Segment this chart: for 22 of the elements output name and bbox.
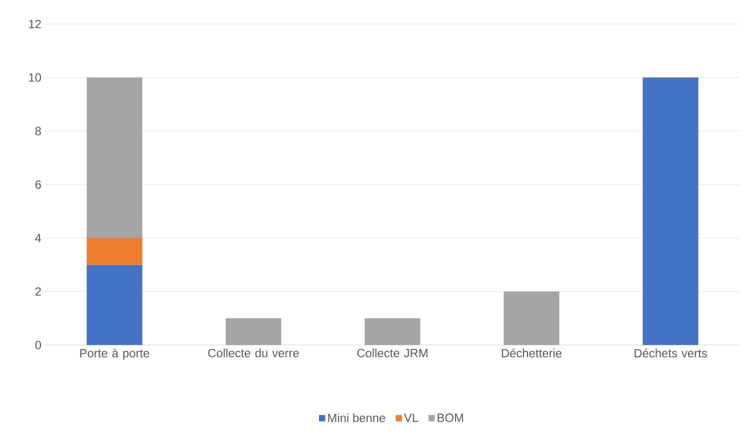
bar xyxy=(226,318,282,346)
x-tick-label: Collecte JRM xyxy=(357,348,428,358)
y-tick-label: 12 xyxy=(29,20,41,28)
legend-label: Mini benne xyxy=(328,413,386,422)
y-tick-label: 2 xyxy=(35,287,41,296)
x-tick-label: Déchetterie xyxy=(502,348,562,358)
x-tick-label: Déchets verts xyxy=(634,348,707,358)
y-tick-label: 6 xyxy=(35,180,41,189)
bar xyxy=(86,264,142,346)
y-tick-label: 8 xyxy=(35,126,41,136)
bar xyxy=(364,318,420,346)
bar xyxy=(86,78,142,238)
legend-label: VL xyxy=(404,414,418,422)
legend-label: BOM xyxy=(438,414,464,422)
y-tick-label: 4 xyxy=(35,234,42,242)
x-tick-label: Collecte du verre xyxy=(208,348,299,358)
bar xyxy=(642,78,698,346)
bar xyxy=(86,238,142,265)
x-tick-label: Porte à porte xyxy=(80,348,150,360)
y-tick-label: 0 xyxy=(35,340,42,350)
bar xyxy=(504,292,560,346)
y-tick-label: 10 xyxy=(29,73,42,82)
